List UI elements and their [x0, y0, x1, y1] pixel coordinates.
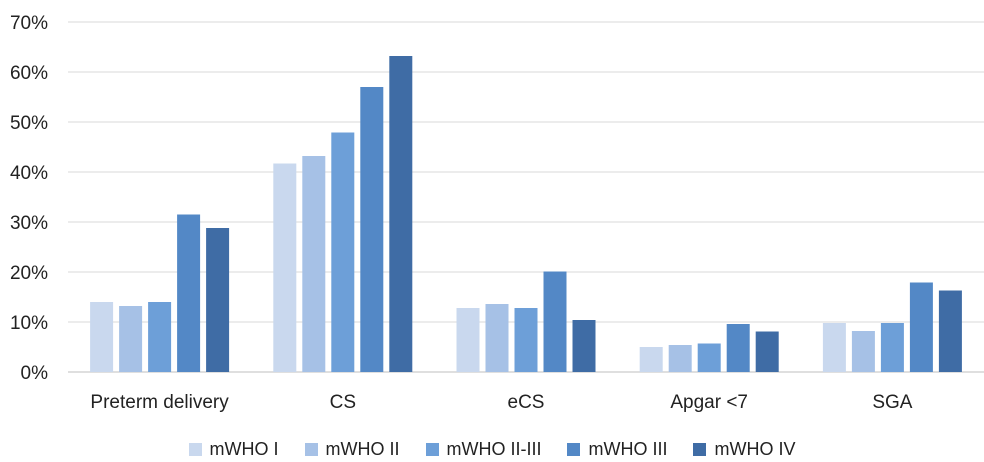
y-tick-label: 20% [10, 263, 48, 284]
bar [726, 324, 750, 372]
y-tick-label: 0% [21, 363, 49, 384]
legend-label: mWHO IV [714, 438, 796, 459]
bar [668, 345, 692, 372]
bar [909, 282, 933, 372]
bar [206, 228, 230, 372]
legend-label: mWHO III [588, 438, 668, 459]
y-tick-label: 60% [10, 63, 48, 84]
bar [938, 290, 962, 372]
bar-chart: 0% 10% 20% 30% 40% 50% 60% 70% Preterm delivery C… [10, 13, 984, 413]
y-tick-label: 40% [10, 163, 48, 184]
bar [177, 214, 201, 372]
legend-item: mWHO III [567, 439, 667, 460]
legend-item: mWHO II [304, 438, 400, 460]
legend-label: mWHO I [209, 438, 279, 459]
bar [360, 87, 384, 372]
y-tick-label: 50% [10, 113, 48, 134]
bar [572, 320, 596, 372]
legend-label: mWHO II [325, 438, 400, 459]
legend-item: mWHO II-III [425, 438, 542, 460]
category-label: Preterm delivery [90, 392, 229, 413]
y-tick-label: 30% [10, 213, 48, 234]
bar [514, 308, 538, 372]
legend: mWHO I mWHO II mWHO II-III mWHO III mWHO IV [0, 436, 984, 462]
bar [90, 302, 114, 372]
legend-swatch [188, 442, 202, 456]
category-label: eCS [508, 392, 545, 413]
legend-item: mWHO I [188, 438, 279, 460]
legend-swatch [304, 442, 318, 456]
bar [456, 308, 480, 372]
y-tick-label: 10% [10, 313, 48, 334]
bar [119, 306, 143, 372]
legend-item: mWHO IV [693, 439, 795, 460]
bar [639, 347, 663, 372]
bar [697, 343, 721, 372]
bar [485, 304, 509, 372]
bar [148, 302, 172, 372]
bar [543, 271, 567, 372]
legend-swatch [693, 442, 707, 456]
legend-label: mWHO II-III [446, 438, 542, 459]
category-label: Apgar <7 [670, 392, 748, 413]
bar [331, 132, 355, 372]
bar [755, 331, 779, 372]
bar [851, 331, 875, 372]
bar [273, 163, 297, 372]
legend-swatch [567, 442, 581, 456]
legend-swatch [425, 442, 439, 456]
category-label: SGA [872, 392, 912, 413]
bar [302, 156, 326, 372]
bar [389, 56, 413, 372]
category-label: CS [330, 392, 356, 413]
bar [822, 323, 846, 372]
bar [880, 323, 904, 372]
y-tick-label: 70% [10, 13, 48, 34]
